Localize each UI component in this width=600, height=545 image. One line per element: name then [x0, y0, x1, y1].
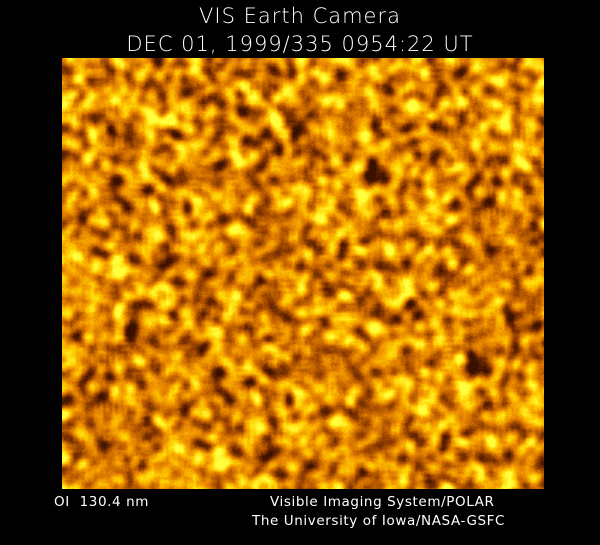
- camera-image: [62, 58, 544, 489]
- image-title: VIS Earth Camera: [199, 4, 401, 28]
- wavelength-label: OI 130.4 nm: [54, 494, 150, 510]
- credit-label: The University of Iowa/NASA-GSFC: [252, 513, 506, 529]
- image-timestamp: DEC 01, 1999/335 0954:22 UT: [126, 32, 474, 56]
- instrument-label: Visible Imaging System/POLAR: [270, 494, 495, 510]
